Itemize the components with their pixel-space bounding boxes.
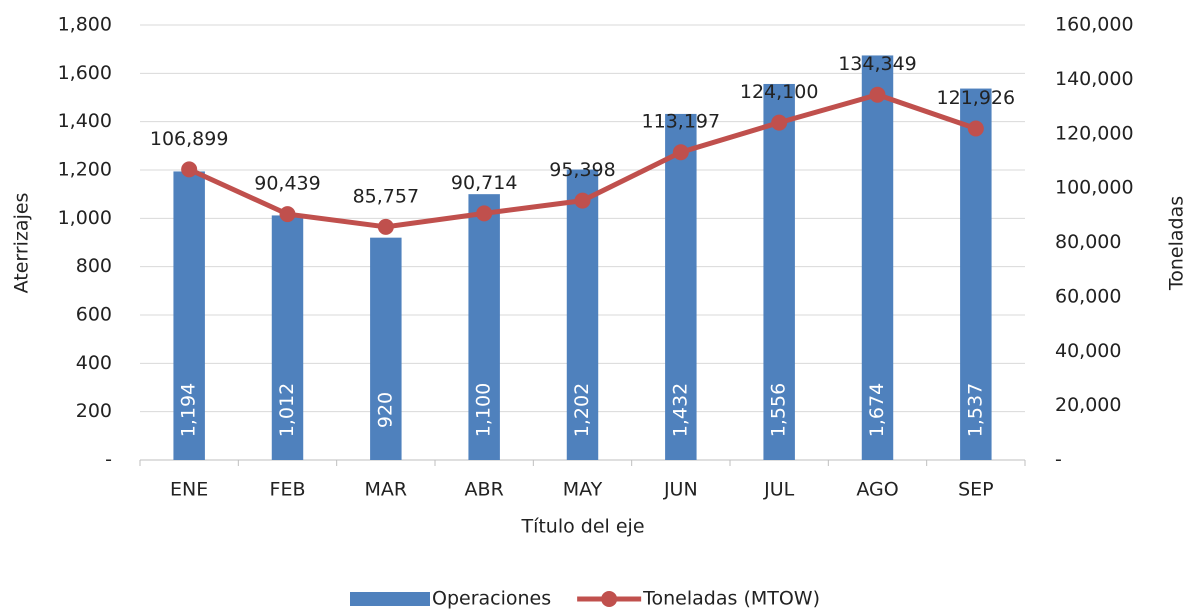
x-axis-title: Título del eje	[520, 516, 644, 538]
x-tick-label: ABR	[465, 479, 504, 501]
legend-swatch	[350, 592, 430, 606]
page: Título del eje Aterrizajes Toneladas - 20…	[0, 0, 1190, 610]
y2-tick-label: 100,000	[1055, 177, 1134, 199]
y-tick-label: 800	[76, 255, 112, 277]
y-tick-label: 600	[76, 304, 112, 326]
chart: Título del eje Aterrizajes Toneladas - 20…	[0, 0, 1190, 610]
y-tick-label: 1,800	[58, 14, 112, 36]
line-value-label: 90,439	[254, 173, 320, 195]
y-tick-label: 400	[76, 352, 112, 374]
line-marker	[378, 219, 394, 235]
y2-tick-label: 40,000	[1055, 340, 1121, 362]
bar-value-label: 1,537	[964, 383, 986, 437]
x-tick-label: JUL	[763, 479, 795, 501]
bar-value-label: 1,556	[768, 383, 790, 437]
line-marker	[280, 206, 296, 222]
line-marker	[575, 193, 591, 209]
line-marker	[771, 115, 787, 131]
y2-tick-label: 120,000	[1055, 122, 1134, 144]
y-tick-label: 1,200	[58, 159, 112, 181]
line-value-label: 85,757	[353, 185, 419, 207]
x-tick-label: FEB	[270, 479, 306, 501]
line-marker	[870, 87, 886, 103]
line-value-label: 124,100	[740, 81, 819, 103]
bar-value-label: 1,674	[866, 383, 888, 437]
line-value-label: 134,349	[838, 53, 917, 75]
y2-tick-label: -	[1055, 449, 1062, 471]
line-value-label: 95,398	[549, 159, 615, 181]
y-axis-title: Aterrizajes	[11, 193, 33, 294]
legend-label: Operaciones	[432, 588, 551, 610]
x-tick-label: SEP	[958, 479, 994, 501]
y-tick-label: 1,400	[58, 110, 112, 132]
legend-marker	[601, 591, 617, 607]
line-value-label: 113,197	[642, 111, 721, 133]
y-tick-label: 1,000	[58, 207, 112, 229]
bar-value-label: 1,100	[473, 383, 495, 437]
y-tick-label: 1,600	[58, 62, 112, 84]
line-marker	[673, 144, 689, 160]
bar-value-label: 1,432	[669, 383, 691, 437]
y-tick-label: 200	[76, 400, 112, 422]
y2-tick-label: 140,000	[1055, 68, 1134, 90]
bar-value-label: 1,012	[276, 383, 298, 437]
y2-tick-label: 60,000	[1055, 285, 1121, 307]
legend-label: Toneladas (MTOW)	[642, 588, 820, 610]
bar-value-label: 1,202	[571, 383, 593, 437]
y2-tick-label: 160,000	[1055, 14, 1134, 36]
y2-tick-label: 20,000	[1055, 394, 1121, 416]
bar-value-label: 1,194	[178, 383, 200, 437]
bar-value-label: 920	[374, 392, 396, 428]
x-tick-label: JUN	[663, 479, 698, 501]
line-value-label: 106,899	[150, 128, 229, 150]
x-tick-label: ENE	[170, 479, 208, 501]
y2-tick-label: 80,000	[1055, 231, 1121, 253]
y2-axis-title: Toneladas	[1166, 196, 1188, 291]
y-tick-label: -	[105, 449, 112, 471]
line-marker	[181, 161, 197, 177]
x-tick-label: MAY	[563, 479, 603, 501]
line-value-label: 90,714	[451, 172, 517, 194]
line-marker	[476, 205, 492, 221]
line-value-label: 121,926	[937, 87, 1016, 109]
x-tick-label: AGO	[856, 479, 898, 501]
x-tick-label: MAR	[365, 479, 408, 501]
line-marker	[968, 121, 984, 137]
